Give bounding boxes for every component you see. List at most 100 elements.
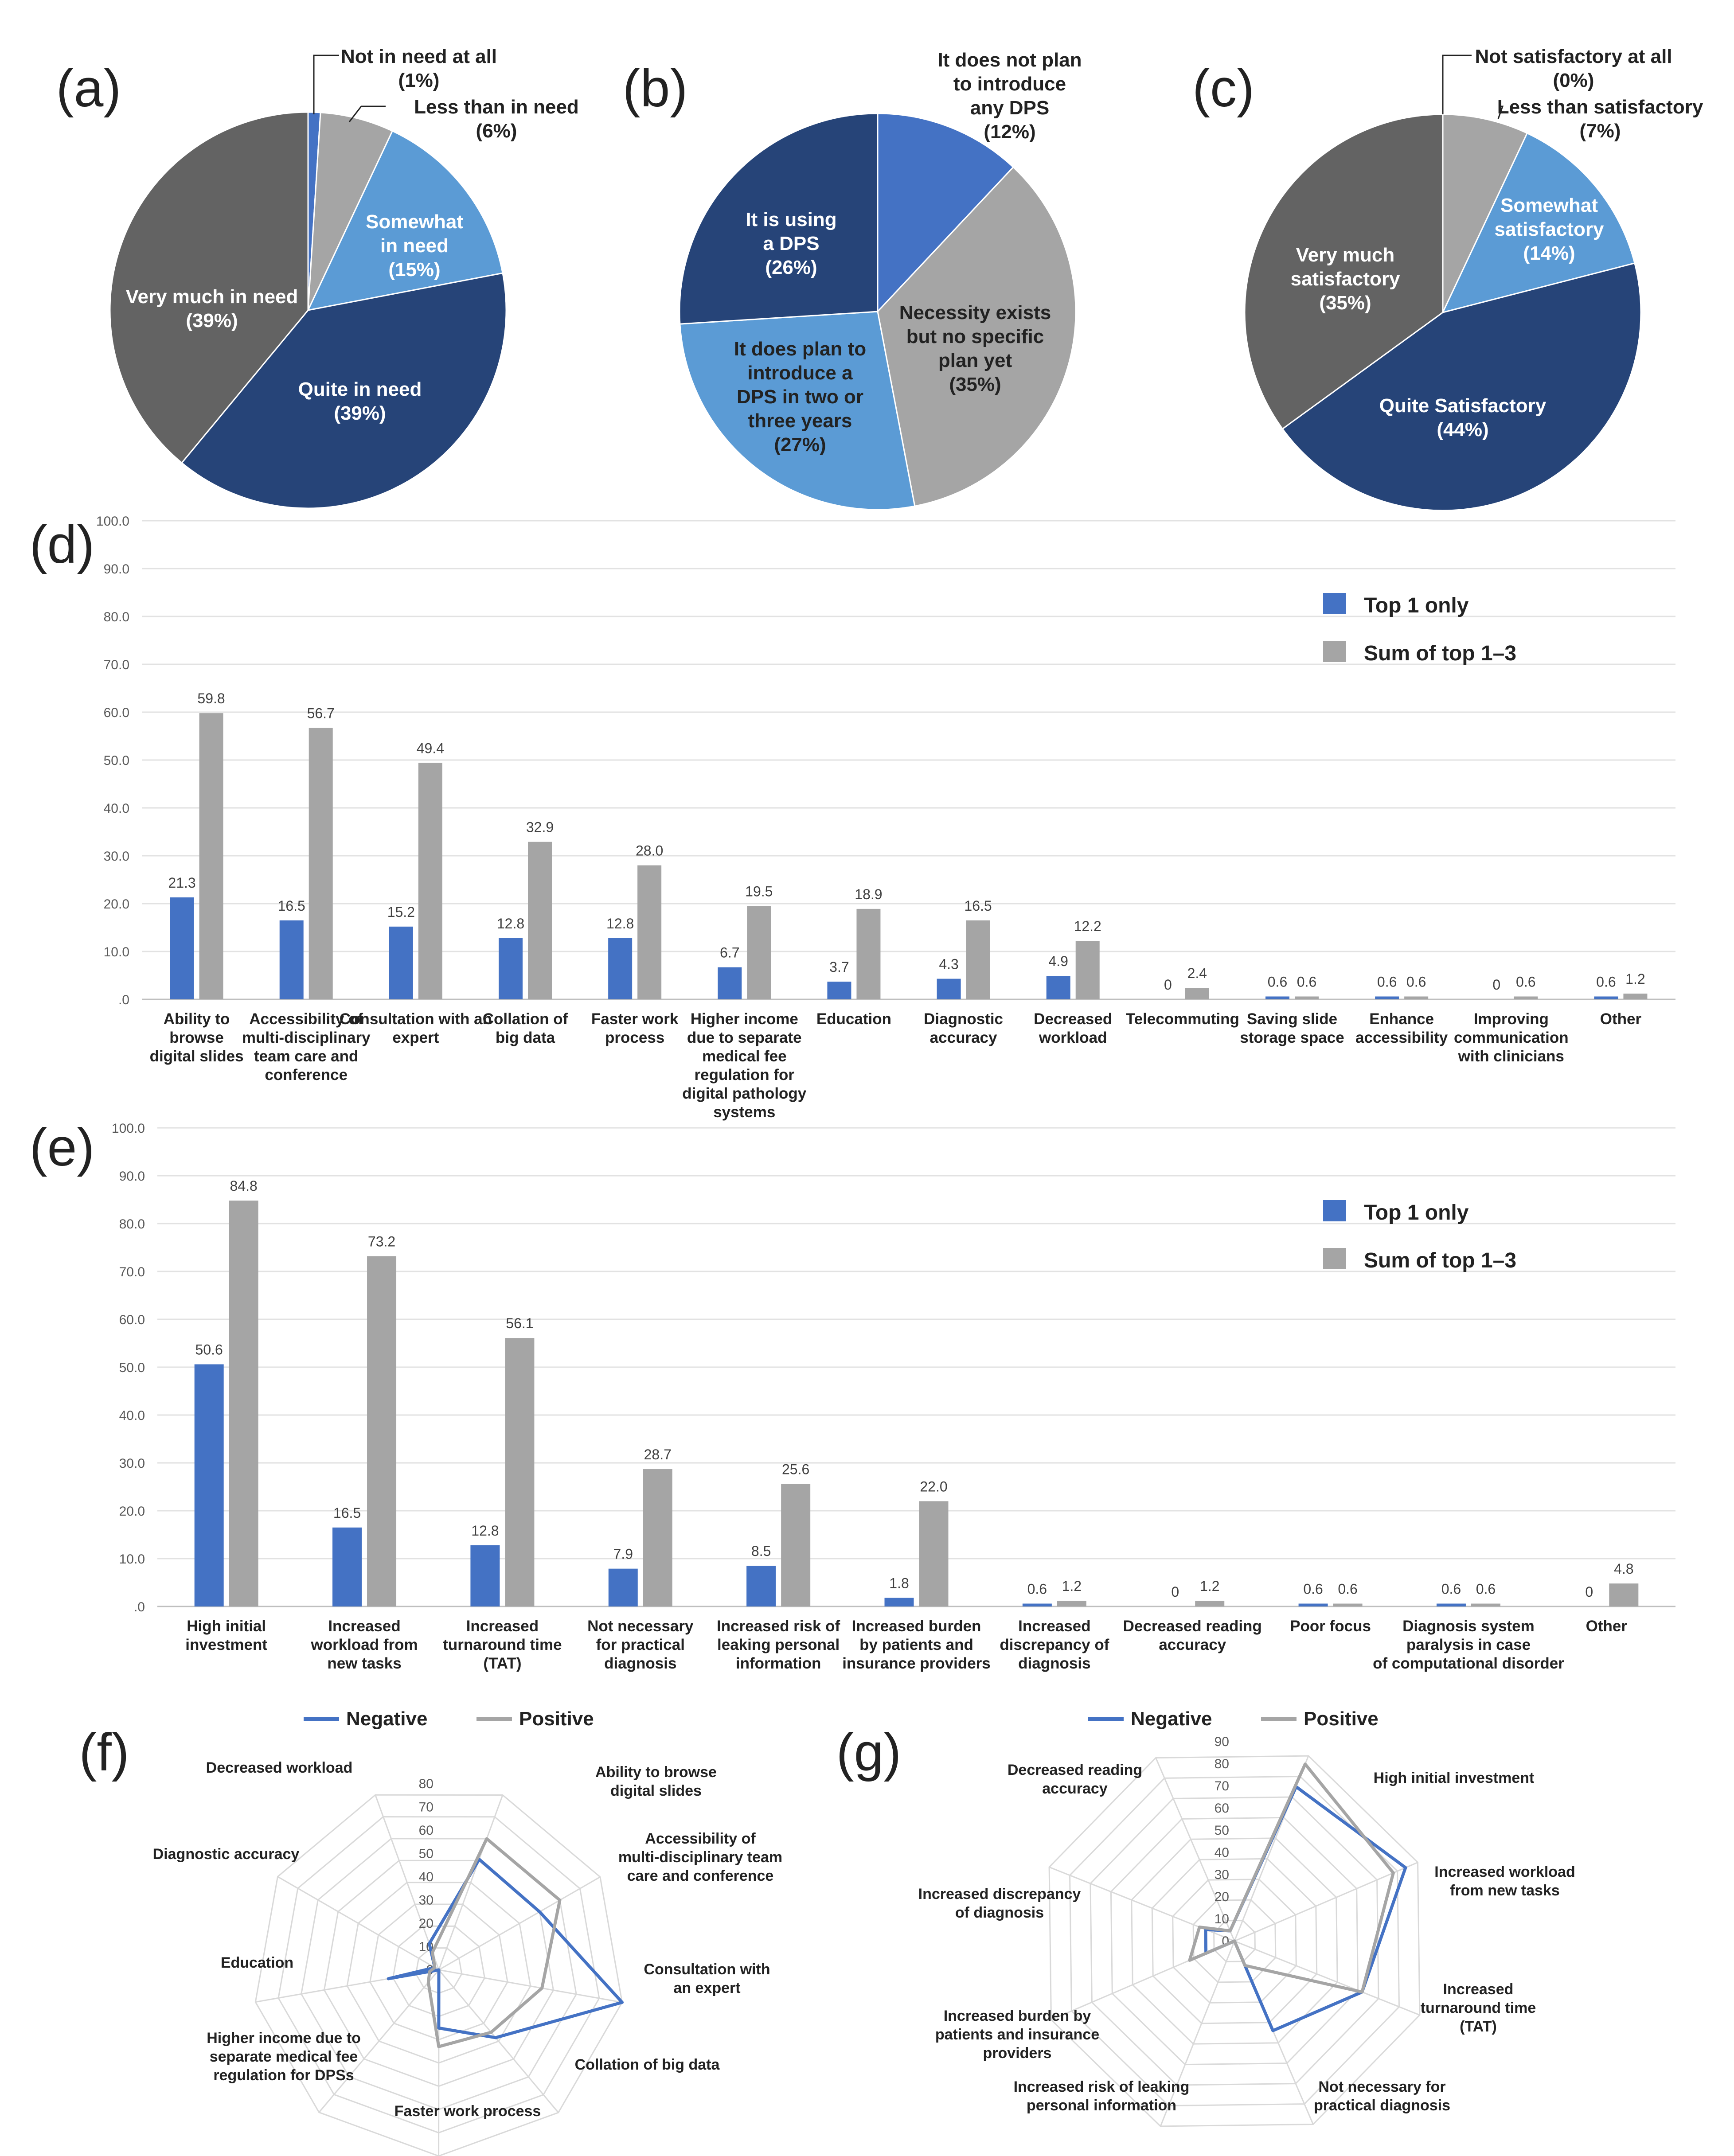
axis-label: personal information <box>1027 2097 1176 2114</box>
bar <box>937 979 961 999</box>
radar-ring <box>254 1794 623 2156</box>
x-tick-label: Increased risk of <box>717 1618 840 1635</box>
radar-ring <box>346 1882 531 2064</box>
x-tick-label: communication <box>1454 1029 1569 1046</box>
x-tick-label: Education <box>816 1010 891 1028</box>
y-tick-label: 80.0 <box>119 1217 145 1232</box>
bar <box>1075 941 1100 999</box>
radar-ring <box>301 1838 577 2110</box>
axis-label: Increased workload <box>1434 1864 1575 1880</box>
y-tick-label: 40.0 <box>119 1408 145 1423</box>
x-tick-label: discrepancy of <box>1000 1636 1109 1653</box>
bar <box>1195 1601 1225 1606</box>
slice-label: three years <box>748 410 852 432</box>
axis-label: patients and insurance <box>935 2026 1099 2043</box>
data-label: 16.5 <box>333 1505 361 1521</box>
y-tick-label: 30.0 <box>119 1456 145 1471</box>
x-tick-label: Telecommuting <box>1126 1010 1239 1028</box>
leader-line <box>1497 105 1504 119</box>
panel-label: (a) <box>56 58 121 118</box>
data-label: 56.7 <box>307 706 335 721</box>
radar-spoke <box>1234 1940 1420 2016</box>
radial-tick-label: 70 <box>419 1800 434 1815</box>
bar <box>643 1469 672 1606</box>
slice-label: (12%) <box>984 121 1035 143</box>
x-tick-label: by patients and <box>859 1636 973 1653</box>
panel-labels: (a) (b) (c) (d) (e) (f) (g) <box>30 58 1254 1782</box>
data-label: 0.6 <box>1303 1581 1323 1597</box>
x-tick-label: turnaround time <box>443 1636 562 1653</box>
legend-swatch <box>1323 1200 1346 1221</box>
data-label: 50.6 <box>195 1342 223 1358</box>
axis-label: from new tasks <box>1450 1882 1560 1899</box>
radial-tick-label: 40 <box>1215 1845 1229 1860</box>
slice-label: (15%) <box>388 259 440 281</box>
y-tick-label: 90.0 <box>104 562 129 577</box>
slice-label: Quite Satisfactory <box>1379 395 1547 417</box>
radar-spoke <box>438 1969 622 2003</box>
data-label: 21.3 <box>168 875 195 891</box>
y-tick-label: 80.0 <box>104 610 129 624</box>
bar <box>1265 996 1289 999</box>
pie-chart-a: Not in need at all(1%)Less than in need(… <box>109 46 579 509</box>
pie-slice <box>1441 132 1636 314</box>
axis-label: digital slides <box>610 1782 702 1799</box>
pie-slice <box>1244 113 1444 430</box>
slice-label: (7%) <box>1580 120 1621 142</box>
slice-label: Very much in need <box>126 286 298 308</box>
x-tick-label: for practical <box>596 1636 685 1653</box>
x-tick-label: information <box>736 1655 821 1672</box>
axis-label: Ability to browse <box>595 1764 717 1781</box>
x-tick-label: process <box>605 1029 664 1046</box>
data-label: 0.6 <box>1027 1581 1047 1597</box>
data-label: 18.9 <box>855 886 882 902</box>
panel-label: (b) <box>623 58 688 118</box>
x-tick-label: Decreased reading <box>1123 1618 1262 1635</box>
bar <box>608 1568 638 1606</box>
slice-label: satisfactory <box>1494 218 1604 240</box>
slice-label: It is using <box>746 209 836 230</box>
bar <box>170 897 194 999</box>
radial-tick-label: 10 <box>1215 1912 1229 1926</box>
panel-label: (g) <box>836 1723 902 1782</box>
data-label: 0.6 <box>1441 1581 1461 1597</box>
pie-chart-c: Not satisfactory at all (0%) Less than sat… <box>1244 46 1703 511</box>
axis-label: of diagnosis <box>955 1904 1044 1921</box>
bar <box>1404 996 1429 999</box>
x-tick-label: Not necessary <box>587 1618 694 1635</box>
bar <box>1609 1583 1639 1606</box>
bar <box>194 1364 224 1606</box>
slice-label: Somewhat <box>1500 195 1598 216</box>
y-tick-label: 10.0 <box>119 1552 145 1567</box>
x-tick-label: Enhance <box>1369 1010 1434 1028</box>
legend-label: Sum of top 1–3 <box>1364 642 1516 665</box>
bar <box>1295 996 1319 999</box>
x-tick-label: workload from <box>310 1636 418 1653</box>
data-label: 0.6 <box>1377 974 1397 990</box>
slice-label: (26%) <box>765 257 817 278</box>
legend-swatch <box>1323 1248 1346 1269</box>
bar <box>470 1545 500 1606</box>
slice-label: introduce a <box>747 362 853 384</box>
data-label: 0 <box>1171 1584 1179 1600</box>
x-tick-label: browse <box>169 1029 224 1046</box>
data-label: 84.8 <box>230 1178 258 1194</box>
pie-slice <box>679 311 916 511</box>
data-label: 8.5 <box>751 1543 771 1559</box>
axis-label: Education <box>221 1954 293 1971</box>
x-tick-label: expert <box>392 1029 439 1046</box>
data-label: 1.2 <box>1625 971 1645 987</box>
bar <box>1046 976 1070 999</box>
data-label: 2.4 <box>1187 965 1207 981</box>
bar-chart-e: 100.0 90.0 80.0 70.0 60.0 50.0 40.0 30.0 20.0 10.… <box>112 1121 1675 1672</box>
axis-label: Consultation with <box>644 1961 770 1978</box>
bar <box>718 967 742 999</box>
radar-spoke <box>318 1969 440 2113</box>
pie-slice <box>307 130 504 312</box>
data-label: 49.4 <box>417 740 444 756</box>
x-tick-label: Diagnosis system <box>1402 1618 1535 1635</box>
data-label: 0 <box>1585 1584 1593 1600</box>
bar <box>332 1527 362 1606</box>
